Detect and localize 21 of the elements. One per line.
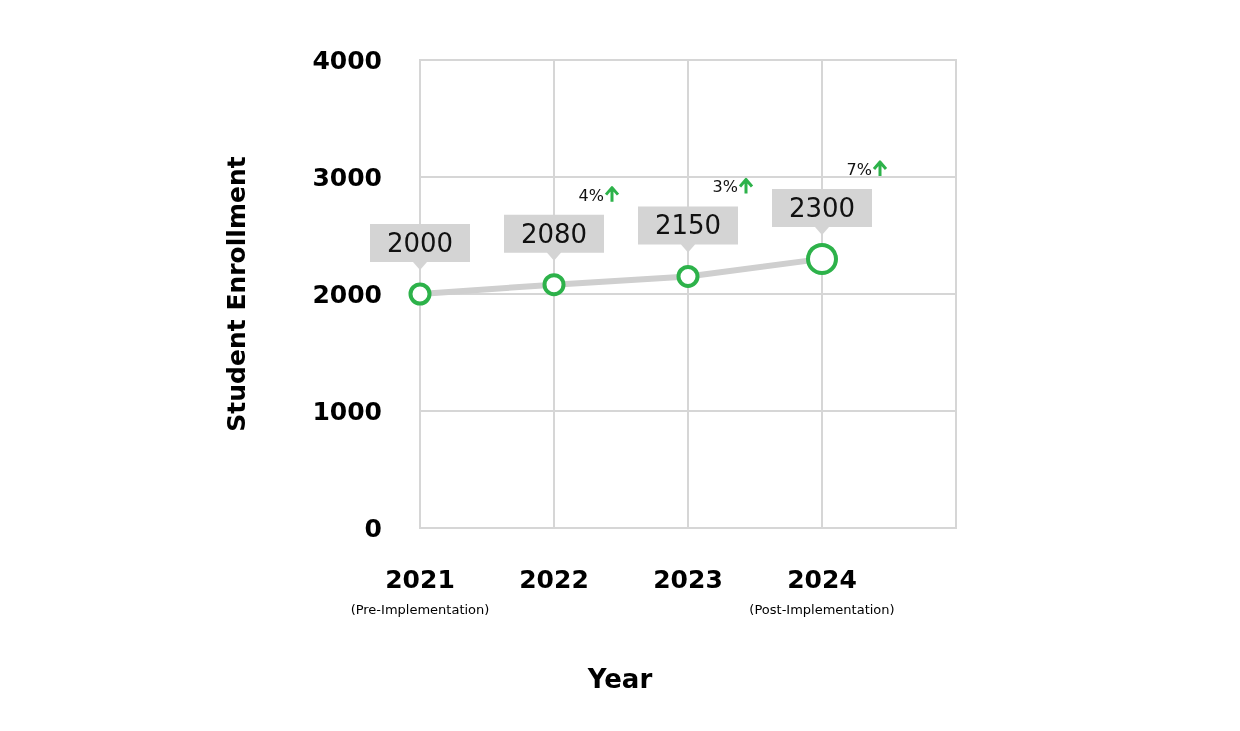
y-tick-label: 0 (364, 513, 382, 543)
y-axis-title: Student Enrollment (222, 156, 251, 432)
annotation: 7% (846, 159, 872, 179)
point (542, 273, 566, 297)
point (676, 264, 700, 288)
x-axis-title: Year (586, 664, 653, 694)
y-tick-label: 2000 (312, 279, 382, 309)
x-tick-label: 2023 (653, 565, 723, 594)
y-tick-label: 3000 (312, 162, 382, 192)
point (408, 282, 432, 306)
annotation: 3% (712, 177, 738, 197)
data-label: 2150 (654, 210, 722, 241)
data-label: 2000 (386, 228, 454, 258)
y-tick-label: 1000 (312, 396, 382, 426)
data-label: 2300 (788, 192, 856, 223)
y-tick-label: 4000 (312, 45, 382, 75)
x-tick-label: 2022 (519, 565, 589, 594)
annotation: 4% (578, 185, 604, 205)
x-tick-label: 2021 (Pre-Implementation) (350, 565, 490, 617)
data-label: 2080 (520, 218, 588, 249)
x-tick-label: 2024 (Post-Implementation) (749, 565, 895, 617)
